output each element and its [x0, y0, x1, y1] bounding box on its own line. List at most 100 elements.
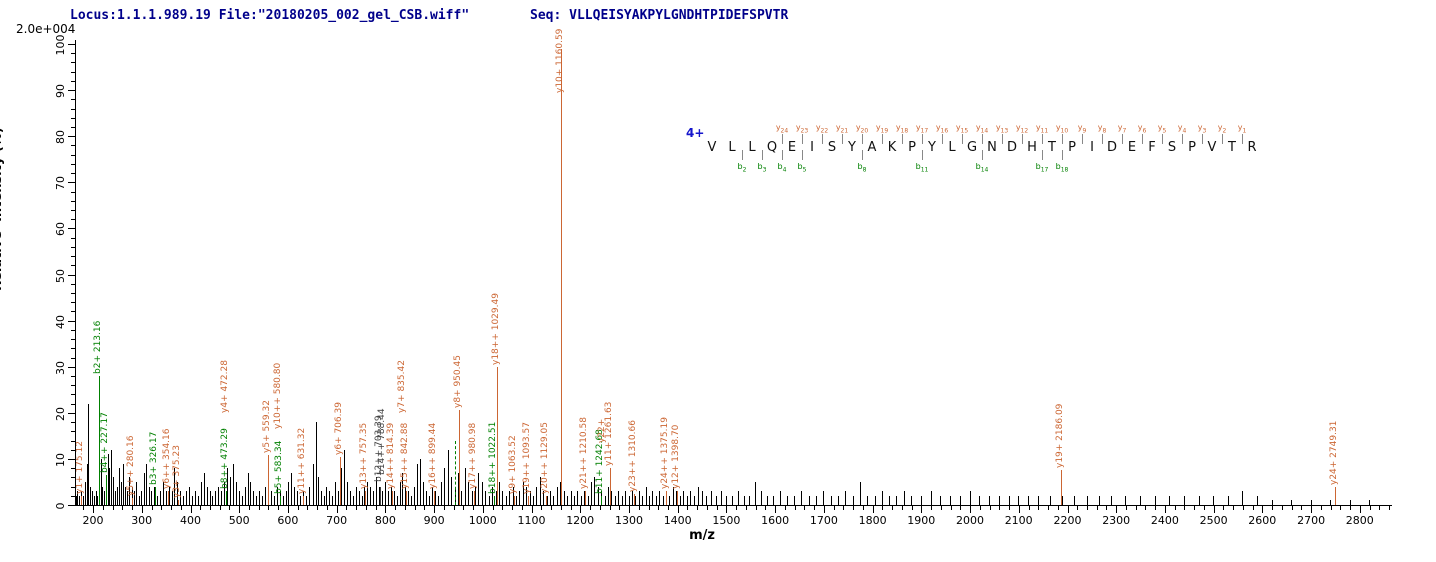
spectrum-peak	[546, 495, 548, 505]
y-minor-tick	[71, 237, 75, 239]
spectrum-peak	[390, 486, 392, 505]
x-minor-tick	[697, 506, 699, 510]
x-minor-tick	[258, 506, 260, 510]
spectrum-peak	[159, 491, 161, 505]
x-minor-tick	[1369, 506, 1371, 510]
y-ion-label: y20	[855, 123, 869, 135]
fragment-peak-line	[634, 493, 636, 505]
y-minor-tick	[71, 311, 75, 313]
y-minor-tick	[71, 495, 75, 497]
residue-letter: P	[1068, 140, 1076, 155]
spectrum-peak	[495, 491, 497, 505]
y-cleavage-mark	[1142, 134, 1143, 144]
x-major-tick	[921, 506, 923, 513]
y-ion-label: y10	[1055, 123, 1069, 135]
y-ion-label: y4	[1177, 123, 1187, 135]
x-minor-tick	[1233, 506, 1235, 510]
residue-letter: E	[787, 140, 797, 155]
spectrum-peak	[597, 486, 599, 505]
fragment-ion-label: y1+ 175.12	[74, 440, 85, 494]
y-minor-tick	[71, 339, 75, 340]
fragment-peak-line	[493, 495, 495, 505]
spectrum-peak	[396, 495, 398, 505]
x-major-tick	[141, 506, 143, 513]
spectrum-peak	[749, 495, 751, 505]
spectrum-peak	[88, 403, 90, 505]
fragment-peak-line	[458, 410, 460, 505]
spectrum-peak	[367, 481, 369, 505]
y-minor-tick	[71, 53, 75, 55]
y-cleavage-mark	[1002, 134, 1003, 144]
y-ion-label: y23	[795, 123, 809, 135]
x-minor-tick	[180, 506, 182, 510]
spectrum-peak	[320, 491, 322, 505]
y-cleavage-mark	[1242, 134, 1243, 144]
y-ion-label: y2	[1217, 123, 1227, 135]
spectrum-peak	[1110, 495, 1112, 505]
spectrum-peak	[111, 449, 113, 505]
fragment-ion-label: y24+ 2749.31	[1329, 420, 1340, 485]
spectrum-peak	[683, 491, 684, 505]
spectrum-peak	[109, 468, 111, 505]
fragment-peak-line	[99, 375, 101, 505]
spectrum-peak	[194, 491, 196, 505]
spectrum-peak	[761, 491, 762, 505]
y-tick-label: 0	[54, 502, 67, 510]
y-minor-tick	[71, 163, 75, 165]
y-minor-tick	[71, 99, 75, 101]
y-minor-tick	[71, 200, 75, 202]
fragment-peak-line	[80, 495, 82, 505]
spectrum-peak	[779, 491, 781, 505]
y-major-tick	[68, 505, 75, 506]
fragment-ion-label: y10+ 1160.59	[555, 28, 565, 93]
x-tick-label: 1200	[566, 514, 595, 527]
x-major-tick	[336, 506, 338, 513]
y-minor-tick	[71, 154, 75, 156]
residue-letter: A	[867, 140, 877, 155]
x-minor-tick	[882, 506, 884, 510]
spectrum-peak	[755, 481, 757, 505]
spectrum-peak	[402, 472, 404, 505]
x-minor-tick	[862, 506, 864, 510]
spectrum-peak	[86, 463, 88, 505]
fragment-peak-line	[433, 491, 435, 505]
fragment-ion-label: b5+ 583.34	[273, 440, 284, 494]
x-minor-tick	[950, 506, 952, 510]
spectrum-peak	[794, 495, 796, 505]
y-minor-tick	[71, 468, 75, 470]
spectrum-peak	[1018, 495, 1020, 505]
x-minor-tick	[492, 506, 494, 510]
spectrum-peak	[100, 458, 102, 505]
spectrum-peak	[594, 477, 596, 505]
x-minor-tick	[1057, 506, 1059, 510]
residue-letter: Y	[928, 140, 936, 155]
x-major-tick	[872, 506, 874, 513]
x-major-tick	[1067, 506, 1069, 513]
x-minor-tick	[317, 506, 319, 510]
x-minor-tick	[395, 506, 397, 510]
spectrum-peak	[126, 491, 128, 505]
x-minor-tick	[1174, 506, 1176, 510]
spectrum-peak	[515, 495, 517, 505]
spectrum-peak	[567, 495, 569, 505]
fragment-peak-line	[303, 495, 305, 505]
residue-letter: D	[1106, 140, 1117, 155]
fragment-ion-label: y11+ 1261.63	[604, 401, 615, 467]
x-minor-tick	[112, 506, 114, 510]
spectrum-peak	[444, 468, 446, 505]
y-cleavage-mark	[902, 134, 903, 144]
y-ion-label: y3	[1197, 123, 1207, 135]
x-minor-tick	[979, 506, 981, 510]
residue-letter: H	[1027, 140, 1037, 155]
fragment-peak-line	[154, 486, 156, 505]
spectrum-peak	[512, 486, 514, 505]
x-minor-tick	[590, 506, 591, 510]
spectrum-peak	[492, 486, 494, 505]
x-tick-label: 600	[277, 514, 299, 527]
b-cleavage-mark	[782, 150, 783, 160]
spectrum-peak	[329, 491, 331, 505]
b-cleavage-mark	[982, 150, 983, 160]
b-cleavage-mark	[742, 150, 743, 160]
